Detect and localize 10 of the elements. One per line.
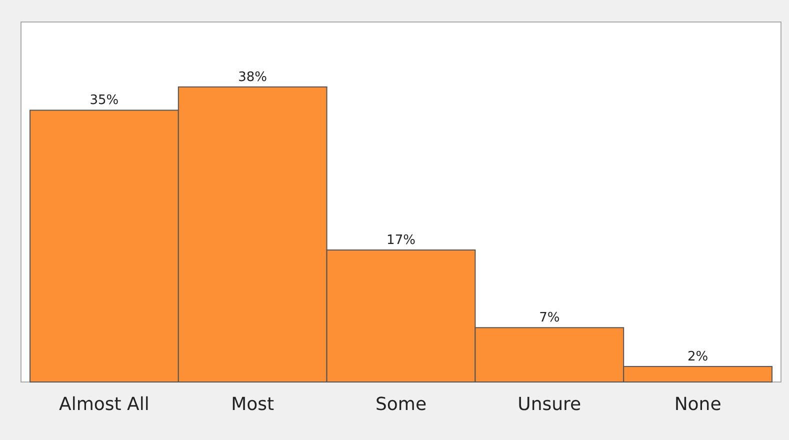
data-label: 38% [238,70,268,85]
x-tick-label: Some [375,394,427,415]
x-tick-label: Most [231,394,274,415]
x-tick-label: None [674,394,722,415]
data-label: 7% [539,310,560,326]
data-label: 35% [90,93,119,108]
data-label: 2% [687,349,708,364]
x-tick-label: Almost All [59,394,150,415]
x-tick-label: Unsure [518,394,582,415]
data-label: 17% [386,232,416,248]
